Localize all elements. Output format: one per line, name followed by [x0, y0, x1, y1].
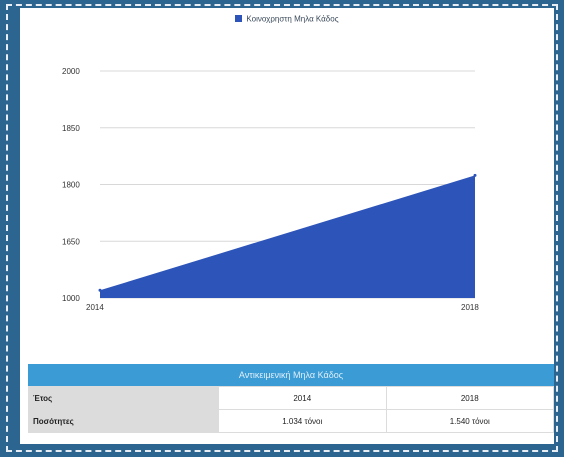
x-tick-label: 2014	[86, 303, 104, 312]
row-label: Ποσότητες	[28, 409, 219, 433]
y-tick-label: 1650	[62, 237, 80, 246]
table-cell: 1.034 τόνοι	[218, 409, 387, 433]
area-series	[100, 175, 475, 298]
data-point	[473, 173, 477, 177]
y-tick-label: 1800	[62, 181, 80, 190]
table-cell: 1.540 τόνοι	[385, 409, 554, 433]
data-table: Αντικειμενική Μηλα Κάδος Έτος 2014 2018 …	[28, 364, 554, 433]
area-chart: 2000 1850 1800 1650 1000 2014 2018	[62, 67, 479, 312]
table-body: Έτος 2014 2018 Ποσότητες 1.034 τόνοι 1.5…	[28, 386, 554, 433]
row-label: Έτος	[28, 386, 219, 410]
legend-label: Κοινοχρηστη Μηλα Κάδος	[246, 14, 339, 24]
legend-swatch	[235, 15, 243, 23]
table-row: Έτος 2014 2018	[28, 386, 554, 410]
data-point	[98, 288, 102, 292]
x-tick-label: 2018	[461, 303, 479, 312]
y-tick-label: 1000	[62, 294, 80, 303]
chart-legend: Κοινοχρηστη Μηλα Κάδος	[20, 14, 554, 23]
chart-panel: Κοινοχρηστη Μηλα Κάδος 2000 1850 1800 1650 1…	[20, 8, 554, 444]
table-cell: 2018	[385, 386, 554, 410]
table-row: Ποσότητες 1.034 τόνοι 1.540 τόνοι	[28, 409, 554, 433]
table-title: Αντικειμενική Μηλα Κάδος	[28, 364, 554, 386]
y-tick-label: 2000	[62, 67, 80, 76]
y-tick-label: 1850	[62, 124, 80, 133]
table-cell: 2014	[218, 386, 387, 410]
